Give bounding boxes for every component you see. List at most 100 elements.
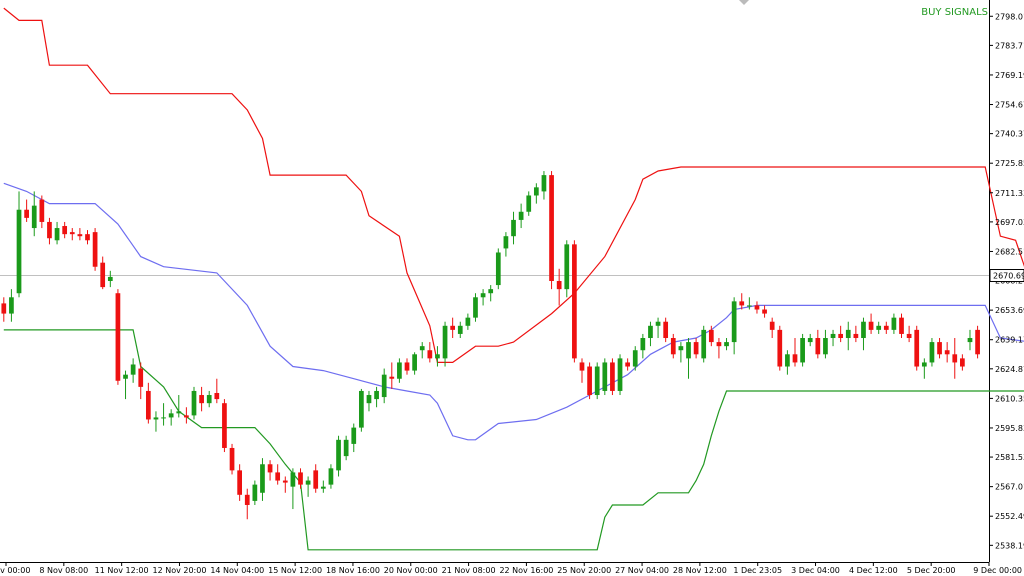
candle-body xyxy=(404,362,410,371)
candle-body xyxy=(130,364,136,375)
candle-body xyxy=(161,417,166,419)
candle-body xyxy=(754,305,760,310)
candle-body xyxy=(518,211,524,220)
candle-body xyxy=(442,325,448,359)
candle-body xyxy=(579,362,585,371)
y-tick-label: 2581.530 xyxy=(995,453,1024,462)
candle-body xyxy=(777,329,783,367)
candle-body xyxy=(313,470,319,489)
candle-body xyxy=(427,350,433,359)
y-tick-label: 2697.030 xyxy=(995,218,1024,227)
candle-body xyxy=(229,447,235,471)
candle-body xyxy=(549,175,554,281)
candle-body xyxy=(861,321,866,339)
candle-body xyxy=(419,346,425,351)
candle-body xyxy=(145,390,151,420)
candle-body xyxy=(435,354,440,359)
y-tick-label: 2567.010 xyxy=(995,483,1024,492)
candle-body xyxy=(54,228,60,241)
candle-body xyxy=(891,317,897,330)
x-tick-label: 28 Nov 12:00 xyxy=(673,566,727,575)
candle-body xyxy=(663,321,669,339)
y-tick-label: 2552.490 xyxy=(995,512,1024,521)
y-tick-label: 2783.710 xyxy=(995,41,1024,50)
candle-body xyxy=(77,234,83,237)
x-tick-label: 9 Dec 00:00 xyxy=(973,566,1022,575)
candle-body xyxy=(648,325,653,339)
axis-layer xyxy=(0,0,990,563)
candle-body xyxy=(929,342,935,363)
candle-body xyxy=(533,187,539,196)
candle-body xyxy=(336,439,341,471)
current-price-marker: 2670.694 xyxy=(989,269,1024,283)
candle-body xyxy=(906,333,912,339)
candle-body xyxy=(123,374,128,379)
candle-body xyxy=(298,472,303,485)
candle-body xyxy=(693,342,699,355)
scroll-shift-marker-icon[interactable] xyxy=(739,0,749,5)
candle-body xyxy=(359,390,364,428)
candle-body xyxy=(343,439,349,457)
x-axis-labels: 7 Nov 00:00 8 Nov 08:00 11 Nov 12:00 12 Nov… xyxy=(0,562,1022,575)
candle-body xyxy=(640,338,646,351)
candle-body xyxy=(594,366,600,396)
candle-body xyxy=(952,354,958,363)
candle-body xyxy=(845,329,851,339)
candle-layer xyxy=(1,171,980,520)
x-tick-label: 27 Nov 04:00 xyxy=(615,566,669,575)
candle-body xyxy=(199,395,204,404)
candle-body xyxy=(24,209,29,218)
y-tick-label: 2610.350 xyxy=(995,394,1024,403)
candle-body xyxy=(62,226,68,235)
candle-body xyxy=(838,333,844,339)
candle-body xyxy=(876,325,882,330)
candle-body xyxy=(556,281,562,290)
candle-body xyxy=(511,219,516,237)
y-tick-label: 2769.190 xyxy=(995,71,1024,80)
candle-body xyxy=(670,338,676,355)
candle-body xyxy=(800,338,805,363)
candle-body xyxy=(9,297,14,314)
candle-body xyxy=(282,480,288,483)
candle-body xyxy=(31,205,37,229)
candle-body xyxy=(632,350,638,367)
candle-body xyxy=(701,329,707,359)
x-tick-label: 22 Nov 16:00 xyxy=(499,566,553,575)
candle-body xyxy=(937,342,942,355)
band-layer xyxy=(3,7,1024,551)
current-price-label: 2670.694 xyxy=(993,272,1024,281)
candle-body xyxy=(214,392,220,400)
candle-body xyxy=(320,486,326,489)
candle-body xyxy=(899,317,904,334)
candle-body xyxy=(921,362,927,367)
candle-body xyxy=(237,470,243,495)
candle-body xyxy=(967,338,973,343)
candle-body xyxy=(526,195,532,212)
candle-body xyxy=(830,333,836,339)
candle-body xyxy=(184,415,189,418)
candle-body xyxy=(107,276,113,281)
candle-body xyxy=(206,395,212,404)
candle-body xyxy=(366,395,372,404)
candle-body xyxy=(412,354,417,371)
y-tick-label: 2639.170 xyxy=(995,336,1024,345)
candle-body xyxy=(389,376,395,379)
current-price-box xyxy=(989,269,1024,283)
candle-body xyxy=(328,468,334,485)
candle-body xyxy=(100,262,106,288)
candle-body xyxy=(853,333,859,339)
x-tick-label: 5 Dec 20:00 xyxy=(907,566,956,575)
candle-body xyxy=(450,325,456,330)
y-tick-label: 2653.690 xyxy=(995,306,1024,315)
candle-body xyxy=(290,472,296,487)
candle-body xyxy=(625,362,630,367)
candle-body xyxy=(465,317,471,326)
candle-body xyxy=(731,301,737,343)
candle-body xyxy=(823,338,828,355)
candle-body xyxy=(807,338,813,343)
candle-body xyxy=(168,413,174,418)
x-tick-label: 7 Nov 00:00 xyxy=(0,566,30,575)
candle-body xyxy=(785,354,790,367)
y-tick-label: 2754.670 xyxy=(995,101,1024,110)
